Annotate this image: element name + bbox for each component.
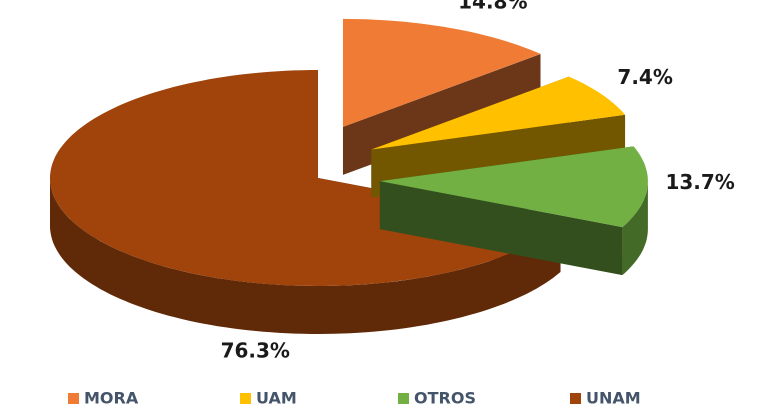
data-label: 7.4% [617,65,672,89]
legend-label: OTROS [414,389,476,407]
slice-top [371,76,626,150]
data-label: 13.7% [665,170,734,194]
slice-wall [50,178,561,334]
slice-side [379,181,623,276]
slice-top [342,18,541,127]
slice-top [379,146,648,228]
legend-swatch [68,393,79,404]
slice [379,146,648,276]
legend-swatch [240,393,251,404]
legend-label: UAM [256,389,297,407]
legend-swatch [398,393,409,404]
data-label: 76.3% [221,339,290,363]
legend-label: UNAM [586,389,641,407]
slice-wall [622,181,648,276]
legend-swatch [570,393,581,404]
data-label: 14.8% [458,0,527,13]
legend-label: MORA [84,389,139,407]
